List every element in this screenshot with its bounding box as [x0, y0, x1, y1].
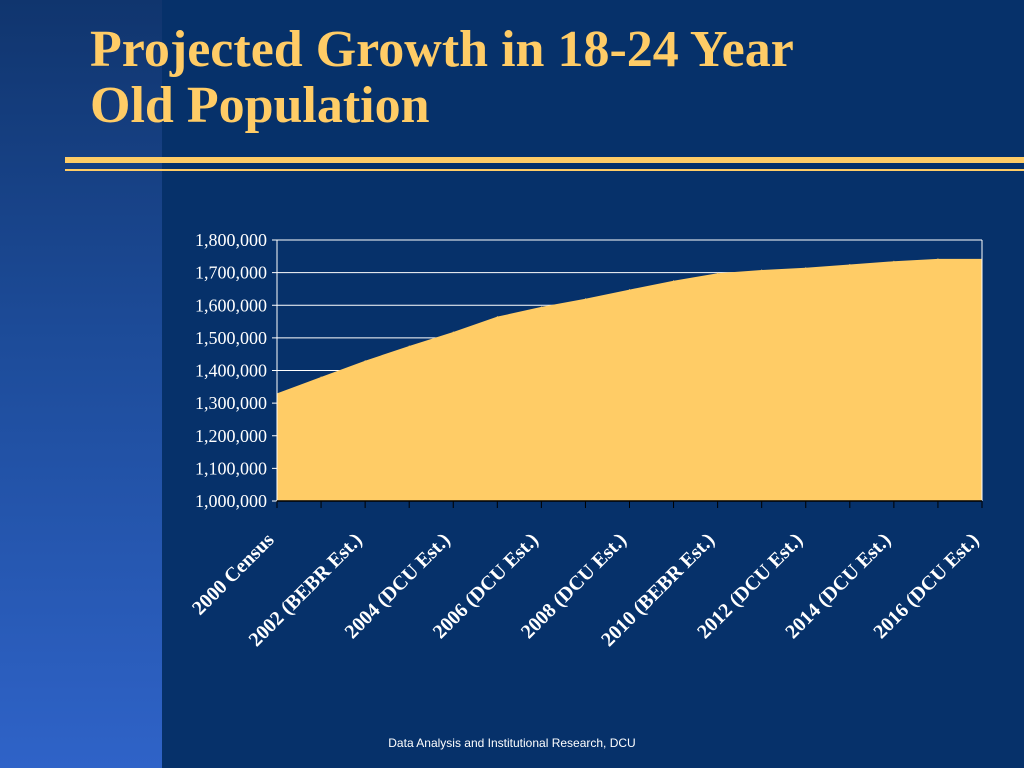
- title-rule-thick: [65, 157, 1024, 163]
- y-tick-label: 1,400,000: [195, 361, 267, 381]
- y-tick-label: 1,800,000: [195, 230, 267, 250]
- data-point: [849, 263, 851, 265]
- data-point: [805, 267, 807, 269]
- title-rule-thin: [65, 169, 1024, 171]
- population-area: [277, 258, 982, 501]
- y-tick-label: 1,100,000: [195, 458, 267, 478]
- data-point: [540, 306, 542, 308]
- x-tick-label: 2000 Census: [188, 529, 279, 620]
- side-gradient-panel: [0, 0, 162, 768]
- y-tick-label: 1,600,000: [195, 295, 267, 315]
- data-point: [320, 376, 322, 378]
- y-tick-label: 1,000,000: [195, 491, 267, 511]
- data-point: [629, 289, 630, 291]
- data-point: [673, 280, 675, 282]
- data-point: [364, 360, 366, 362]
- title-line-2: Old Population: [90, 77, 430, 134]
- y-tick-label: 1,300,000: [195, 393, 267, 413]
- data-point: [717, 272, 719, 274]
- slide-title: Projected Growth in 18-24 Year Old Popul…: [90, 22, 990, 134]
- data-point: [937, 258, 939, 260]
- data-point: [584, 298, 586, 300]
- data-point: [452, 331, 454, 333]
- data-point: [496, 316, 498, 318]
- y-tick-label: 1,500,000: [195, 328, 267, 348]
- data-point: [761, 269, 763, 271]
- y-tick-label: 1,200,000: [195, 426, 267, 446]
- data-point: [893, 260, 895, 262]
- footer-credit: Data Analysis and Institutional Research…: [388, 736, 636, 750]
- data-point: [408, 345, 410, 347]
- y-tick-label: 1,700,000: [195, 263, 267, 283]
- title-line-1: Projected Growth in 18-24 Year: [90, 21, 794, 78]
